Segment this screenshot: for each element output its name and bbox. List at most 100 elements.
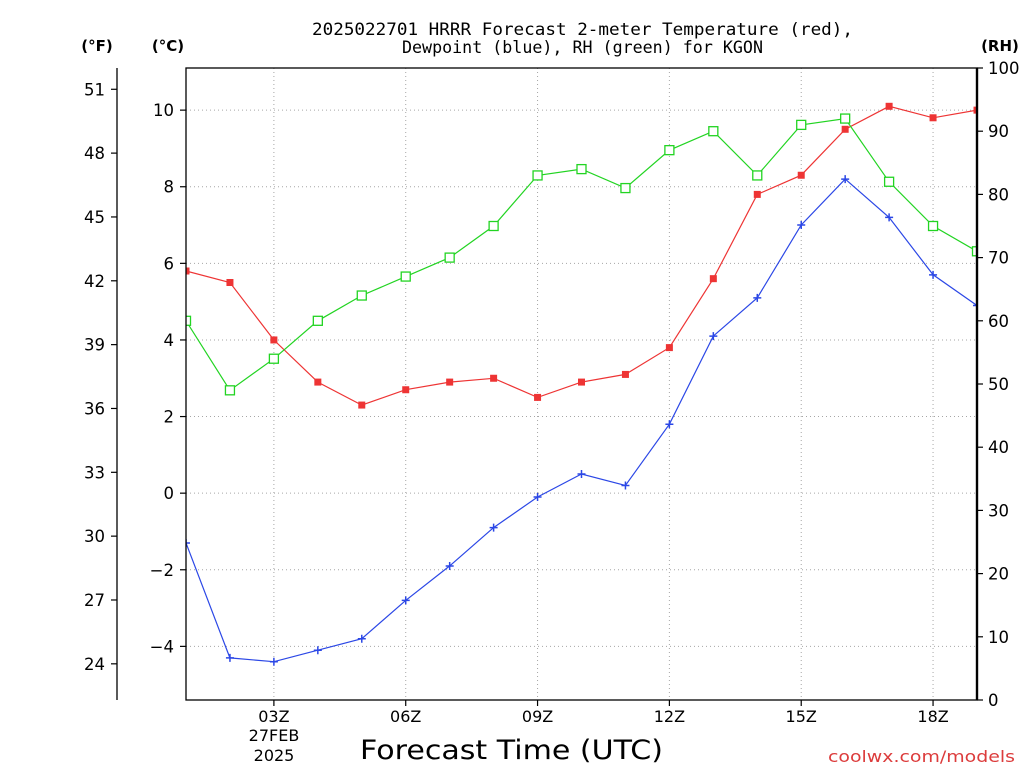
temperature-point	[314, 378, 322, 386]
celsius-axis-label: (°C)	[152, 37, 184, 55]
rh-point	[532, 170, 543, 181]
temperature-point	[578, 378, 585, 386]
rh-tick-label: 60	[988, 312, 1009, 331]
temperature-point	[797, 171, 805, 179]
temperature-point	[534, 393, 542, 401]
rh-point	[664, 145, 675, 156]
rh-point	[840, 113, 851, 124]
dewpoint-point	[841, 175, 850, 184]
dewpoint-point	[225, 653, 234, 662]
rh-tick-label: 100	[988, 59, 1020, 78]
temperature-point	[270, 336, 278, 344]
dewpoint-point	[401, 596, 410, 605]
fahrenheit-tick-label: 51	[84, 80, 105, 99]
rh-point	[268, 353, 280, 364]
plot-series	[186, 102, 977, 666]
rh-point	[356, 290, 367, 301]
celsius-tick-label: 2	[164, 408, 175, 427]
dewpoint-point	[186, 538, 190, 547]
fahrenheit-tick-label: 33	[84, 463, 105, 482]
celsius-tick-label: −4	[150, 637, 174, 656]
rh-point	[576, 163, 587, 175]
x-tick-label: 03Z	[258, 707, 289, 726]
rh-point	[796, 119, 807, 131]
rh-point	[620, 182, 631, 194]
temperature-point	[885, 102, 893, 110]
temperature-point	[490, 374, 498, 382]
x-axis-title: Forecast Time (UTC)	[360, 735, 663, 766]
chart-title-line-1: 2025022701 HRRR Forecast 2-meter Tempera…	[312, 20, 853, 40]
rh-point	[186, 315, 192, 326]
fahrenheit-tick-label: 42	[84, 272, 105, 291]
axis-ticks: 24273033363942454851−4−20246810010203040…	[84, 59, 1020, 726]
dewpoint-point	[665, 420, 674, 429]
rh-tick-label: 70	[988, 249, 1009, 268]
dewpoint-point	[357, 634, 366, 643]
rh-point	[400, 271, 411, 282]
dewpoint-point	[709, 332, 718, 341]
grid	[186, 68, 977, 700]
fahrenheit-tick-label: 24	[84, 655, 105, 674]
celsius-tick-label: 10	[153, 101, 174, 120]
rh-tick-label: 10	[988, 628, 1009, 647]
rh-tick-label: 0	[988, 691, 999, 710]
rh-tick-label: 20	[988, 565, 1009, 584]
temperature-point	[621, 370, 629, 378]
x-tick-label: 12Z	[654, 707, 685, 726]
temperature-point	[929, 114, 937, 122]
celsius-tick-label: 4	[164, 331, 175, 350]
x-date-label-day: 27FEB	[249, 726, 300, 745]
temperature-point	[186, 267, 190, 275]
temperature-point	[753, 190, 761, 198]
rh-point	[927, 220, 939, 232]
celsius-tick-label: 8	[164, 178, 175, 197]
dewpoint-point	[577, 470, 586, 479]
dewpoint-point	[753, 293, 762, 302]
temperature-point	[358, 401, 366, 409]
temperature-point	[446, 378, 454, 386]
rh-tick-label: 40	[988, 438, 1009, 457]
dewpoint-point	[533, 492, 542, 501]
fahrenheit-tick-label: 39	[84, 336, 105, 355]
chart-title-line-2: Dewpoint (blue), RH (green) for KGON	[402, 38, 763, 58]
fahrenheit-tick-label: 36	[84, 399, 105, 418]
rh-point	[708, 126, 719, 137]
temperature-point	[226, 278, 234, 286]
dewpoint-point	[445, 561, 454, 570]
dewpoint-point	[973, 301, 977, 310]
temperature-point	[709, 275, 717, 283]
dewpoint-point	[797, 221, 806, 230]
dewpoint-point	[313, 646, 322, 655]
fahrenheit-tick-label: 27	[84, 591, 105, 610]
fahrenheit-tick-label: 30	[84, 527, 105, 546]
fahrenheit-axis-label: (°F)	[81, 37, 112, 55]
temperature-point	[402, 386, 410, 394]
dewpoint-point	[269, 657, 278, 666]
rh-point	[883, 176, 895, 187]
rh-tick-label: 50	[988, 375, 1009, 394]
fahrenheit-tick-label: 48	[84, 144, 105, 163]
rh-point	[312, 315, 323, 326]
watermark: coolwx.com/models	[828, 747, 1015, 766]
rh-tick-label: 80	[988, 185, 1009, 204]
temperature-point	[665, 344, 673, 352]
dewpoint-point	[885, 213, 894, 222]
rh-tick-label: 30	[988, 501, 1009, 520]
x-tick-label: 18Z	[917, 707, 948, 726]
rh-tick-label: 90	[988, 122, 1009, 141]
rh-point	[752, 170, 763, 181]
dewpoint-point	[929, 270, 938, 279]
temperature-point	[973, 106, 977, 114]
x-tick-label: 15Z	[786, 707, 817, 726]
x-tick-label: 09Z	[522, 707, 553, 726]
celsius-tick-label: 6	[164, 254, 175, 273]
rh-point	[444, 252, 455, 263]
fahrenheit-tick-label: 45	[84, 208, 105, 227]
dewpoint-point	[621, 481, 630, 490]
rh-point	[488, 220, 499, 232]
celsius-tick-label: 0	[164, 484, 175, 503]
rh-point	[971, 246, 977, 257]
dewpoint-point	[489, 523, 498, 532]
